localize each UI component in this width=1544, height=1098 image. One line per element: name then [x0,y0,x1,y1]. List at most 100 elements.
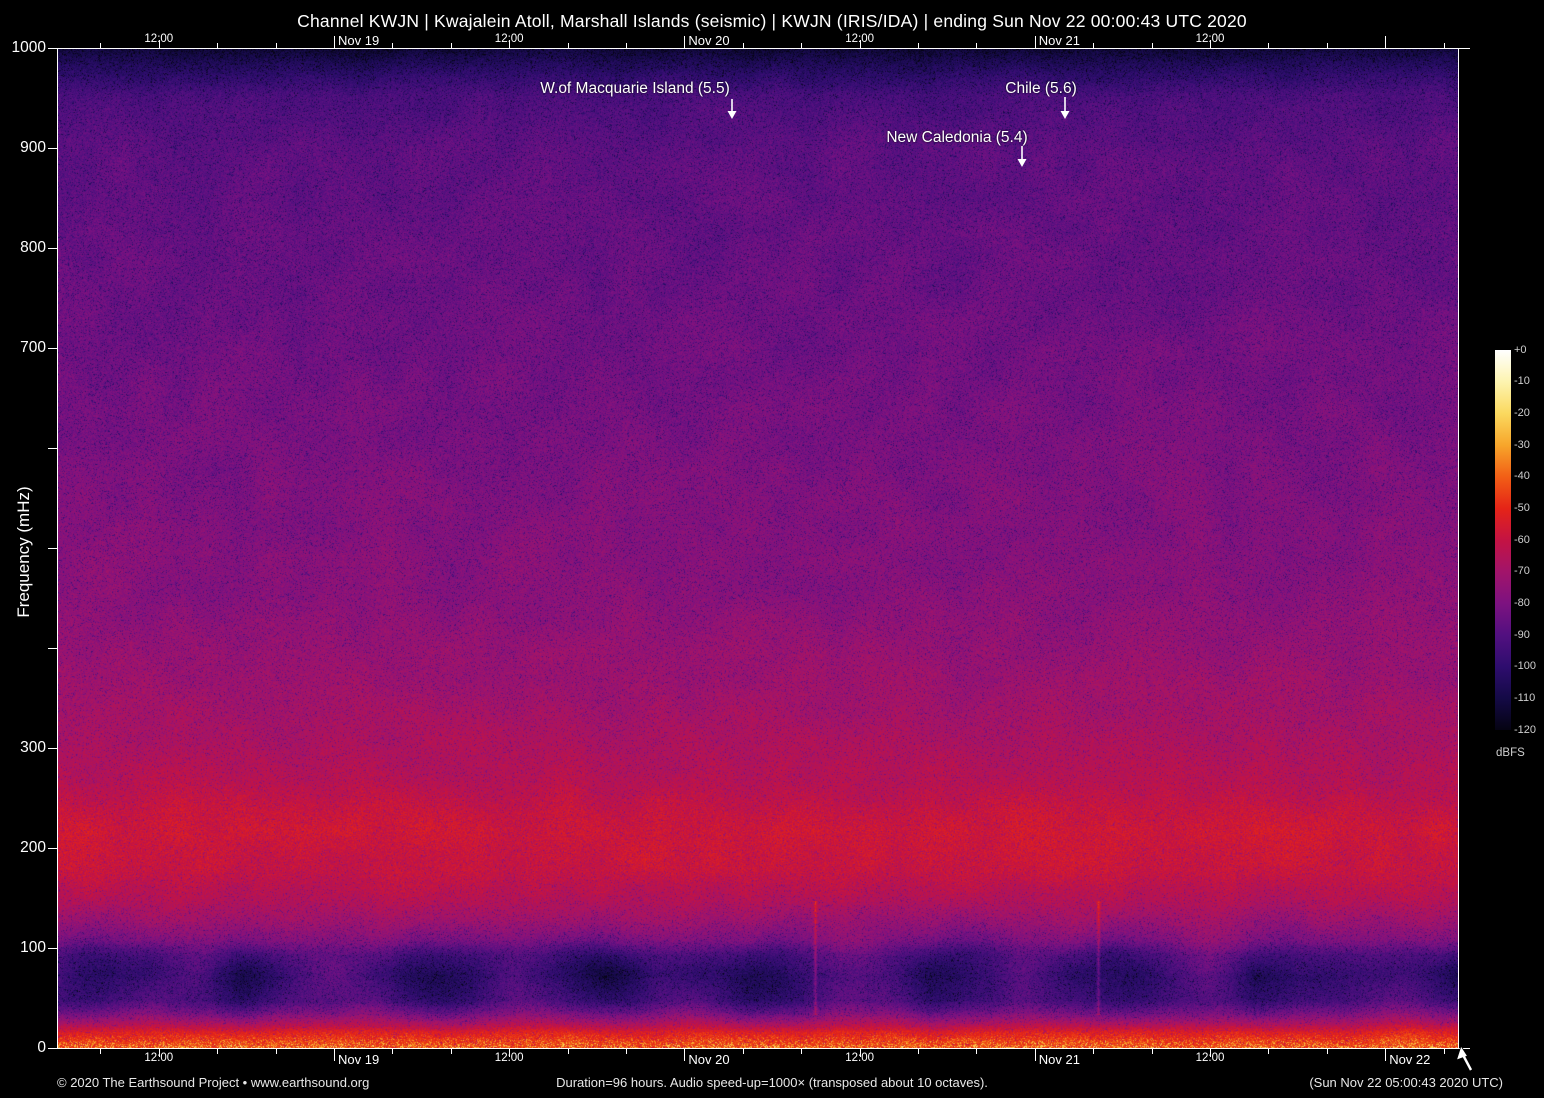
x-tick [626,43,627,48]
x-tick [1443,43,1445,48]
x-tick [801,43,803,48]
colorbar-tick-label: -30 [1514,438,1530,451]
x-tick [334,1049,335,1061]
left-axis-line [57,48,58,1049]
bottom-axis-line [57,1048,1470,1049]
x-tick [918,1049,919,1054]
colorbar-tick-label: -60 [1514,533,1530,546]
x-tick-label: Nov 19 [338,33,380,48]
x-tick [275,43,277,48]
x-tick [1151,43,1153,48]
x-tick [684,1049,686,1061]
x-tick [275,1049,277,1054]
y-tick-label: 1000 [11,39,46,56]
y-tick-label: 0 [37,1039,46,1056]
x-tick-label: Nov 20 [688,1052,730,1067]
event-annotation: New Caledonia (5.4) [886,129,1028,146]
x-tick [450,43,452,48]
x-tick [1268,43,1270,48]
y-tick [48,1048,57,1049]
x-tick [158,1049,160,1057]
x-tick [1210,40,1211,48]
x-tick-label: Nov 21 [1038,1052,1080,1067]
x-tick [567,43,569,48]
x-tick-label: 12:00 [845,1052,874,1064]
x-tick [976,43,978,48]
x-tick-label: 12:00 [144,1052,174,1064]
x-tick [334,36,335,48]
y-tick-label: 800 [20,239,46,256]
colorbar-tick-label: +0 [1514,343,1527,356]
x-tick [392,43,394,48]
y-tick-label: 200 [20,839,46,856]
x-tick [626,1049,627,1054]
spectrogram-canvas [58,49,1458,1048]
y-tick [48,48,57,49]
colorbar-tick-label: -110 [1514,691,1536,704]
x-tick [859,40,861,48]
x-tick-label: 12:00 [1195,33,1225,45]
x-tick [509,40,511,48]
x-tick-label: Nov 19 [338,1052,380,1067]
x-tick [976,1049,978,1054]
x-tick-label: Nov 22 [1389,1052,1431,1067]
x-tick-label: 12:00 [494,1052,524,1064]
x-tick-label: 12:00 [1195,1052,1225,1064]
y-tick [48,948,57,949]
x-tick-label: 12:00 [494,33,524,45]
x-tick [1385,36,1387,48]
colorbar-tick-label: -20 [1514,406,1530,419]
colorbar-tick-label: -100 [1514,660,1537,673]
x-tick [392,1049,394,1054]
x-tick [1443,1049,1445,1054]
x-tick [217,1049,219,1054]
footer-copyright: © 2020 The Earthsound Project • www.eart… [57,1075,370,1090]
x-tick [1326,1049,1328,1054]
x-tick [1034,36,1036,48]
x-tick [859,1049,861,1057]
y-tick-label: 100 [20,939,46,956]
page-title: Channel KWJN | Kwajalein Atoll, Marshall… [297,11,1247,31]
y-tick [48,448,57,449]
top-axis-line [57,48,1470,49]
x-tick [100,43,102,48]
x-tick [1151,1049,1153,1054]
x-tick [158,40,160,48]
colorbar-tick-label: -40 [1514,470,1530,483]
x-tick [100,1049,102,1054]
colorbar-tick-label: -10 [1514,375,1530,388]
y-axis-title: Frequency (mHz) [14,486,33,618]
footer-duration: Duration=96 hours. Audio speed-up=1000× … [556,1075,988,1090]
colorbar-tick-label: -70 [1514,565,1530,578]
x-tick [217,43,219,48]
x-tick [567,1049,569,1054]
y-tick [48,548,57,549]
y-tick [48,148,57,149]
event-annotation: Chile (5.6) [1005,80,1077,97]
event-annotation: W.of Macquarie Island (5.5) [540,80,730,97]
right-axis-line [1458,48,1459,1049]
x-tick [1093,43,1095,48]
y-tick [48,348,57,349]
y-tick [48,848,57,849]
x-tick [450,1049,452,1054]
x-tick [1385,1049,1387,1061]
colorbar-tick-label: -90 [1514,628,1530,641]
x-tick-label: Nov 21 [1038,33,1080,48]
x-tick [1034,1049,1036,1061]
y-tick [48,648,57,649]
x-tick-label: 12:00 [845,33,874,45]
x-tick [742,1049,744,1054]
y-tick [48,748,57,749]
x-tick-label: Nov 20 [688,33,730,48]
x-tick [801,1049,803,1054]
footer-timestamp: (Sun Nov 22 05:00:43 2020 UTC) [1309,1075,1503,1090]
x-tick [918,43,919,48]
y-tick-label: 300 [20,739,46,756]
x-tick [1268,1049,1270,1054]
colorbar-tick-label: -120 [1514,723,1537,736]
x-tick [684,36,686,48]
x-tick [1093,1049,1095,1054]
colorbar-gradient [1495,350,1511,730]
